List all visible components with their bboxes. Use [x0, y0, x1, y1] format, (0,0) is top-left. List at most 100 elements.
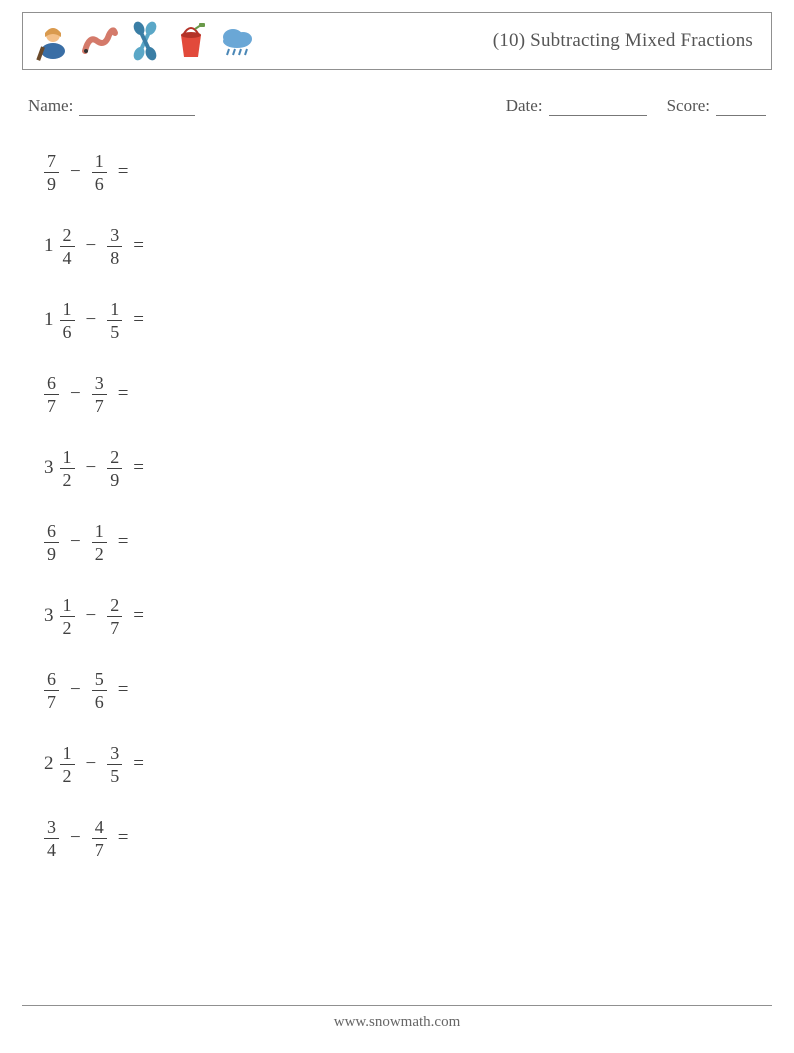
fraction-denominator: 5 — [107, 764, 122, 785]
equals-sign: = — [133, 605, 144, 627]
fraction-numerator: 1 — [60, 300, 75, 320]
name-blank[interactable] — [79, 98, 195, 116]
fraction-denominator: 4 — [60, 246, 75, 267]
mixed-whole: 3 — [44, 605, 54, 627]
fraction: 79 — [44, 152, 59, 193]
fraction: 27 — [107, 596, 122, 637]
score-blank[interactable] — [716, 98, 766, 116]
paddles-icon — [125, 21, 165, 61]
fraction-denominator: 7 — [44, 690, 59, 711]
fraction-numerator: 3 — [107, 226, 122, 246]
footer-text: www.snowmath.com — [334, 1014, 461, 1030]
fraction-denominator: 7 — [44, 394, 59, 415]
fraction-denominator: 9 — [44, 542, 59, 563]
equals-sign: = — [133, 753, 144, 775]
equals-sign: = — [133, 309, 144, 331]
earthworm-icon — [79, 21, 119, 61]
date-blank[interactable] — [549, 98, 647, 116]
fraction-numerator: 7 — [44, 152, 59, 172]
fraction: 67 — [44, 670, 59, 711]
problem-row: 212−35= — [44, 742, 772, 786]
problem-row: 79−16= — [44, 150, 772, 194]
fraction-denominator: 9 — [107, 468, 122, 489]
fraction-denominator: 2 — [60, 616, 75, 637]
minus-operator: − — [86, 309, 97, 331]
minus-operator: − — [86, 605, 97, 627]
fraction: 29 — [107, 448, 122, 489]
header-icon-row — [33, 21, 257, 61]
score-label: Score: — [667, 96, 710, 116]
mixed-whole: 3 — [44, 457, 54, 479]
fraction-numerator: 4 — [92, 818, 107, 838]
fraction: 12 — [60, 744, 75, 785]
worksheet-title: (10) Subtracting Mixed Fractions — [493, 30, 753, 52]
problem-row: 312−29= — [44, 446, 772, 490]
name-field: Name: — [28, 96, 195, 116]
problem-row: 116−15= — [44, 298, 772, 342]
fraction: 34 — [44, 818, 59, 859]
fraction-denominator: 6 — [60, 320, 75, 341]
fraction-denominator: 4 — [44, 838, 59, 859]
problem-row: 124−38= — [44, 224, 772, 268]
fraction-denominator: 8 — [107, 246, 122, 267]
header-box: (10) Subtracting Mixed Fractions — [22, 12, 772, 70]
fraction-denominator: 5 — [107, 320, 122, 341]
fraction-numerator: 1 — [60, 596, 75, 616]
minus-operator: − — [70, 679, 81, 701]
date-label: Date: — [506, 96, 543, 116]
rain-cloud-icon — [217, 21, 257, 61]
fraction-numerator: 2 — [107, 596, 122, 616]
fraction-numerator: 3 — [44, 818, 59, 838]
fraction-numerator: 2 — [107, 448, 122, 468]
fraction: 47 — [92, 818, 107, 859]
fraction: 16 — [92, 152, 107, 193]
fraction: 16 — [60, 300, 75, 341]
problem-row: 312−27= — [44, 594, 772, 638]
minus-operator: − — [70, 383, 81, 405]
fraction-numerator: 1 — [107, 300, 122, 320]
fraction-numerator: 6 — [44, 670, 59, 690]
equals-sign: = — [133, 457, 144, 479]
fisher-icon — [33, 21, 73, 61]
fraction-numerator: 2 — [60, 226, 75, 246]
equals-sign: = — [118, 531, 129, 553]
fraction: 12 — [60, 448, 75, 489]
fraction-numerator: 1 — [60, 448, 75, 468]
meta-row: Name: Date: Score: — [28, 96, 766, 116]
fraction: 56 — [92, 670, 107, 711]
mixed-whole: 2 — [44, 753, 54, 775]
fraction: 37 — [92, 374, 107, 415]
fraction-numerator: 6 — [44, 374, 59, 394]
mixed-whole: 1 — [44, 309, 54, 331]
fraction: 12 — [92, 522, 107, 563]
name-label: Name: — [28, 96, 73, 116]
footer: www.snowmath.com — [22, 1005, 772, 1031]
fraction-denominator: 9 — [44, 172, 59, 193]
fraction-denominator: 7 — [92, 394, 107, 415]
fraction-denominator: 6 — [92, 172, 107, 193]
minus-operator: − — [86, 753, 97, 775]
fraction: 12 — [60, 596, 75, 637]
fraction: 15 — [107, 300, 122, 341]
fraction-numerator: 6 — [44, 522, 59, 542]
fraction: 24 — [60, 226, 75, 267]
minus-operator: − — [70, 827, 81, 849]
equals-sign: = — [118, 827, 129, 849]
fraction-numerator: 5 — [92, 670, 107, 690]
minus-operator: − — [70, 531, 81, 553]
fraction: 67 — [44, 374, 59, 415]
equals-sign: = — [133, 235, 144, 257]
fraction-numerator: 3 — [92, 374, 107, 394]
fraction-denominator: 7 — [107, 616, 122, 637]
fraction-numerator: 1 — [60, 744, 75, 764]
fraction-denominator: 2 — [92, 542, 107, 563]
fraction-denominator: 2 — [60, 764, 75, 785]
equals-sign: = — [118, 161, 129, 183]
date-field: Date: — [506, 96, 647, 116]
problem-row: 34−47= — [44, 816, 772, 860]
equals-sign: = — [118, 679, 129, 701]
fraction-numerator: 1 — [92, 522, 107, 542]
worksheet-page: (10) Subtracting Mixed Fractions Name: D… — [0, 0, 794, 1053]
minus-operator: − — [86, 457, 97, 479]
score-field: Score: — [667, 96, 766, 116]
